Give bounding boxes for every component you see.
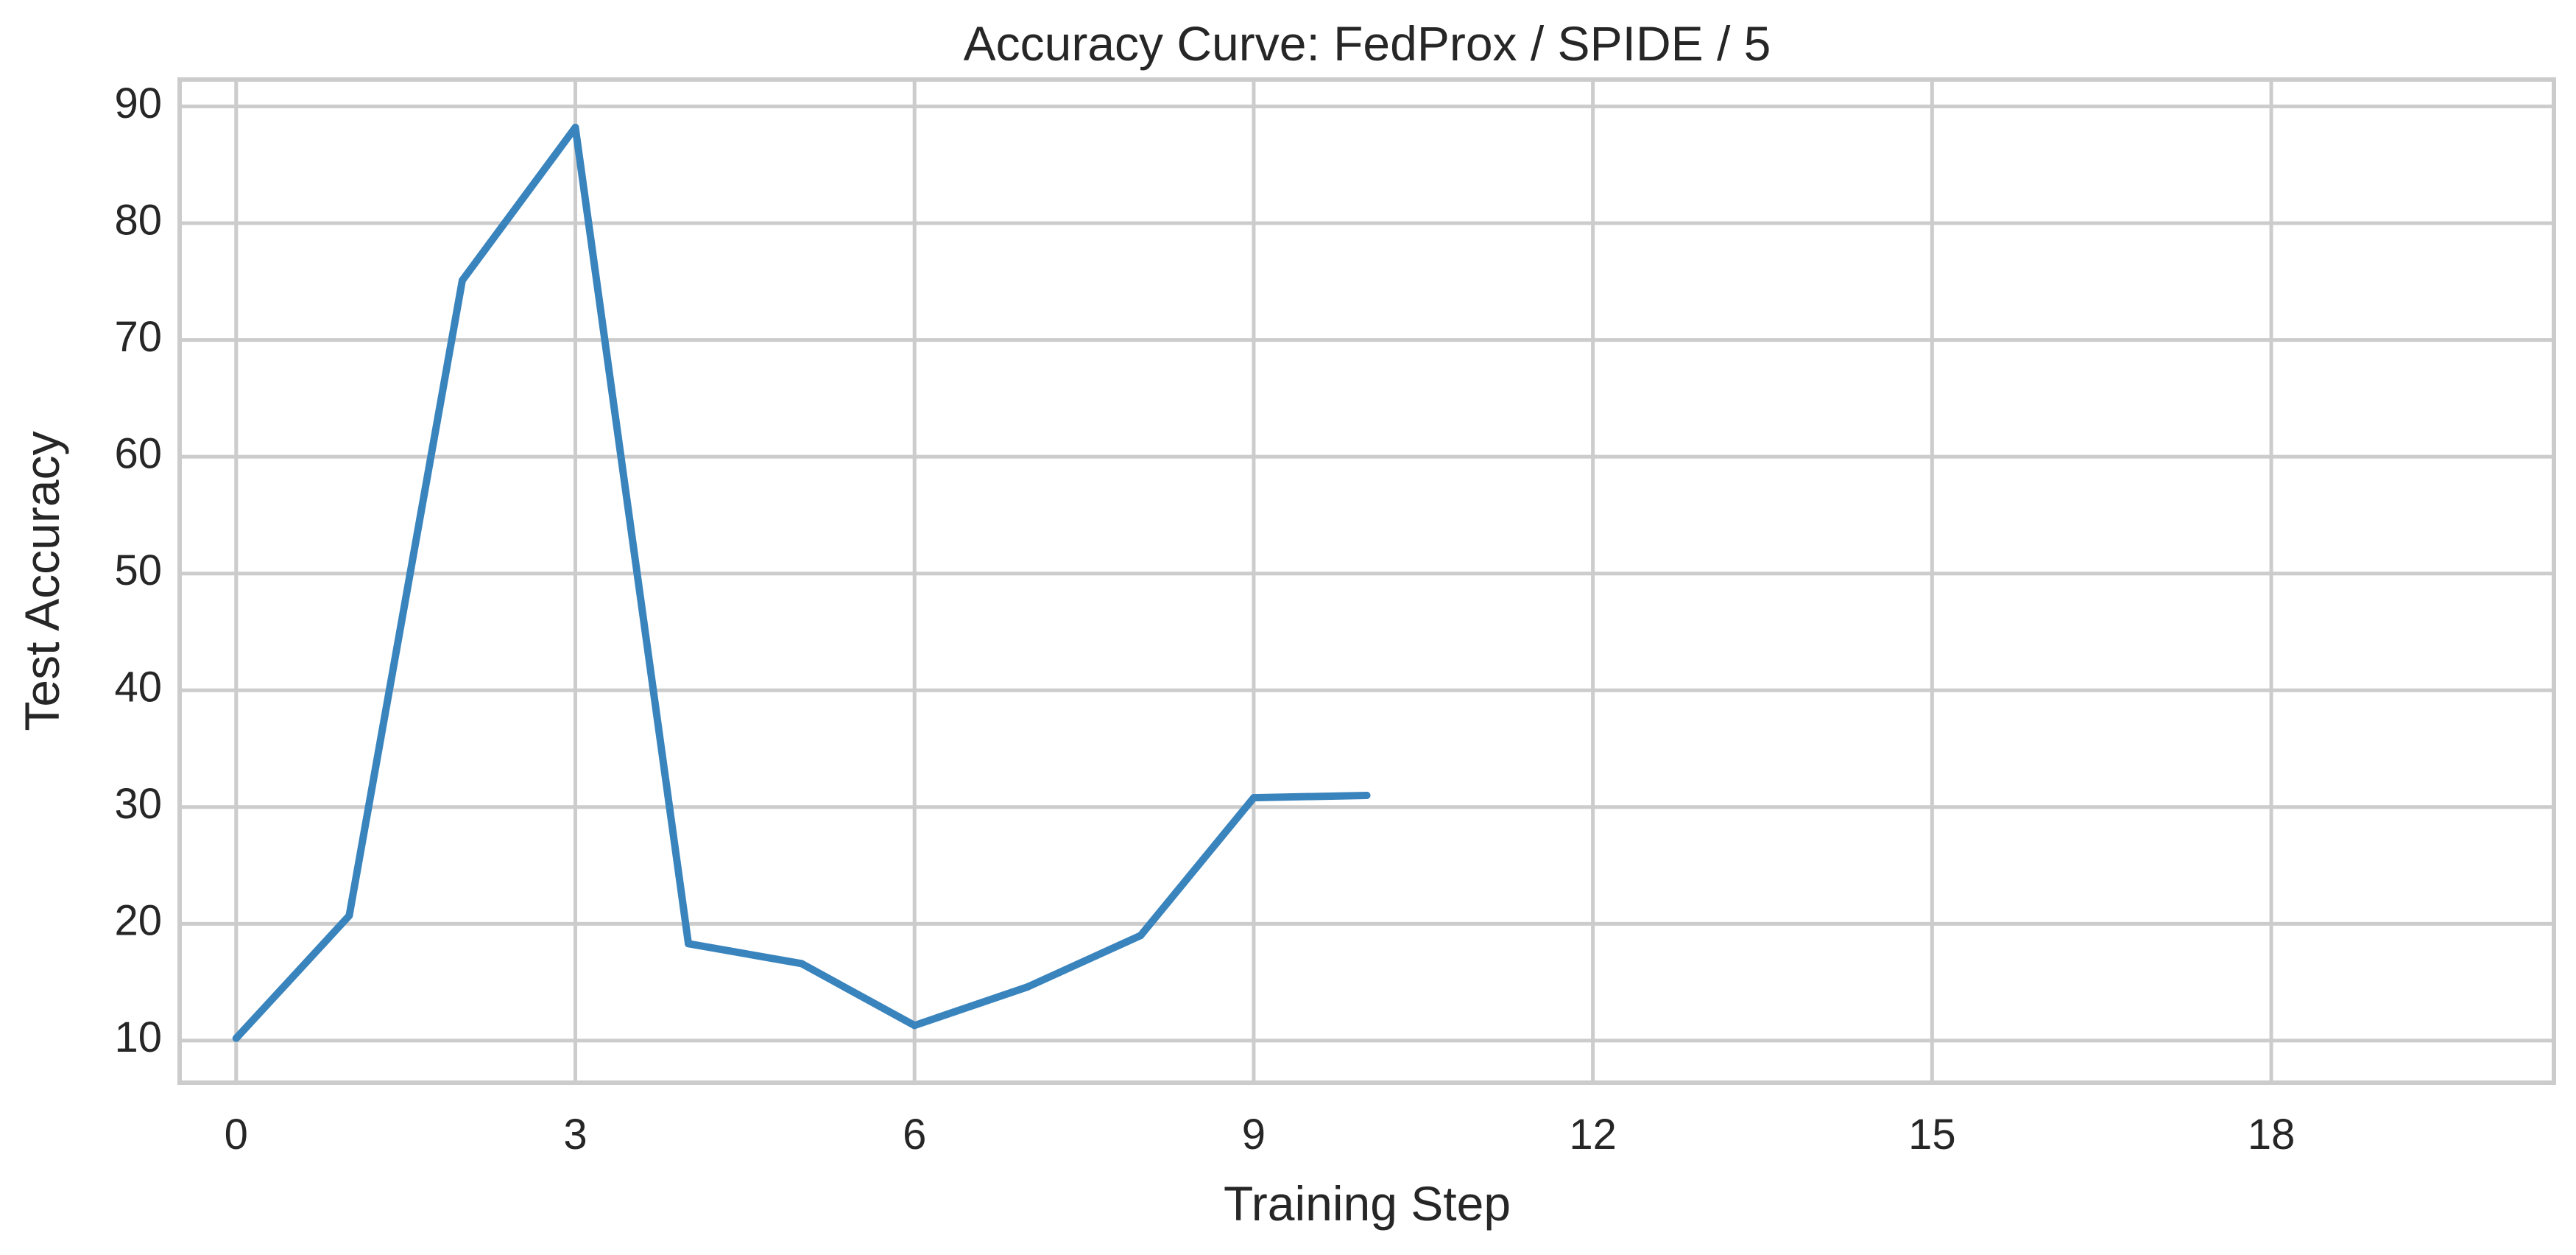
y-tick-label: 40: [114, 664, 162, 711]
x-tick-label: 9: [1242, 1111, 1266, 1159]
series-group: [232, 124, 1371, 1042]
grid: [180, 80, 2554, 1083]
x-tick-label: 6: [903, 1111, 926, 1159]
x-axis-label: Training Step: [1224, 1176, 1511, 1231]
data-point: [345, 912, 353, 920]
y-tick-label: 80: [114, 196, 162, 244]
data-point: [911, 1022, 919, 1030]
chart-title: Accuracy Curve: FedProx / SPIDE / 5: [964, 16, 1771, 71]
data-point: [571, 124, 579, 132]
y-tick-labels: 10 20 30 40 50 60 70 80 90: [114, 80, 162, 1061]
x-tick-label: 0: [225, 1111, 248, 1159]
x-tick-label: 3: [563, 1111, 587, 1159]
data-point: [1137, 932, 1145, 940]
data-point: [1363, 791, 1371, 799]
y-tick-label: 90: [114, 80, 162, 127]
data-point: [797, 960, 805, 968]
y-tick-label: 60: [114, 429, 162, 477]
x-tick-label: 12: [1569, 1111, 1617, 1159]
y-tick-label: 70: [114, 313, 162, 361]
data-point: [458, 276, 466, 284]
data-point: [685, 940, 693, 948]
y-tick-label: 10: [114, 1013, 162, 1061]
plot-frame: [177, 77, 2556, 1085]
data-point: [1023, 982, 1031, 991]
x-tick-label: 18: [2248, 1111, 2296, 1159]
x-tick-label: 15: [1908, 1111, 1956, 1159]
y-tick-label: 50: [114, 546, 162, 594]
y-tick-label: 30: [114, 780, 162, 828]
data-point: [1249, 794, 1257, 802]
y-tick-label: 20: [114, 897, 162, 945]
data-point: [232, 1034, 240, 1042]
x-tick-labels: 0 3 6 9 12 15 18: [225, 1111, 2296, 1159]
y-axis-label: Test Accuracy: [15, 431, 69, 731]
